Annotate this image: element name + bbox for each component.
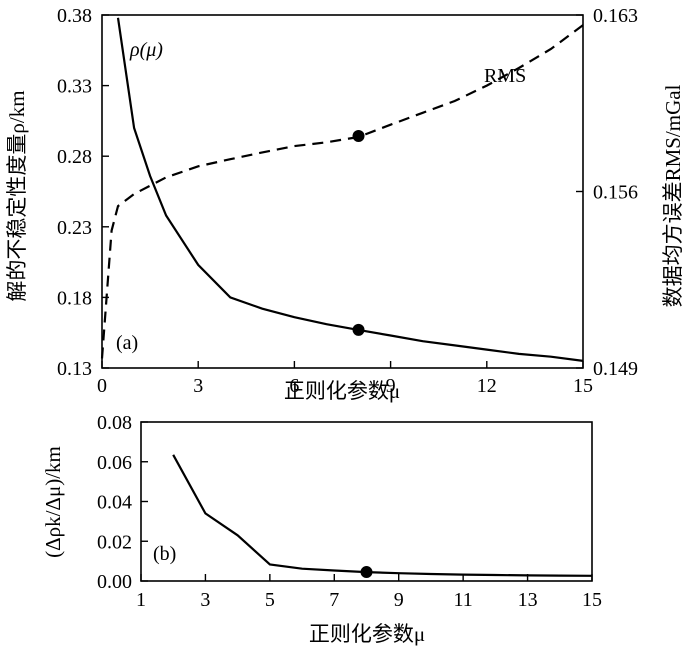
panel-b-y-ticks: 0.00 0.02 0.04 0.06 0.08 <box>97 412 148 593</box>
panel-b-label: (b) <box>153 543 176 565</box>
y-tick-label: 0.13 <box>57 358 92 380</box>
panel-b: 1 3 5 7 9 11 13 15 0.000.020.040.060.08 (b) 正则化… <box>41 412 602 646</box>
x-tick-label: 15 <box>573 375 593 397</box>
y-tick-label: 0.06 <box>97 452 132 474</box>
panel-a-x-ticks: 0 3 6 9 12 15 <box>97 361 593 397</box>
x-tick-label: 15 <box>582 589 602 611</box>
y-tick-label: 0.23 <box>57 217 92 239</box>
panel-a-label: (a) <box>116 332 138 354</box>
y-tick-label: 0.02 <box>97 531 132 553</box>
panel-b-points <box>360 566 373 579</box>
panel-a-y-axis-label: 解的不稳定性度量ρ/km <box>5 90 29 301</box>
right-y-tick-label: 0.163 <box>593 5 638 27</box>
derivative-curve <box>172 454 593 577</box>
right-y-tick-label: 0.149 <box>593 358 638 380</box>
x-tick-label: 12 <box>477 375 497 397</box>
y-tick-label: 0.38 <box>57 5 92 27</box>
rho-curve <box>116 17 584 362</box>
x-tick-label: 5 <box>265 589 275 611</box>
panel-a-lines <box>100 17 584 362</box>
x-tick-label: 1 <box>136 589 146 611</box>
x-tick-label: 9 <box>394 589 404 611</box>
x-tick-label: 3 <box>200 589 210 611</box>
x-tick-label: 3 <box>193 375 203 397</box>
panel-a-points <box>352 130 365 336</box>
rho-marked-point <box>352 323 365 336</box>
x-tick-label: 11 <box>454 589 473 611</box>
y-tick-label: 0.18 <box>57 287 92 309</box>
panel-b-lines <box>172 454 593 577</box>
panel-b-frame <box>140 421 593 582</box>
x-tick-label: 13 <box>518 589 538 611</box>
series-label-rms: RMS <box>484 65 526 87</box>
panel-b-x-axis-label: 正则化参数μ <box>309 622 425 646</box>
x-tick-label: 0 <box>97 375 107 397</box>
panel-a-right-y-ticks: 0.149 0.156 0.163 <box>576 5 638 380</box>
y-tick-label: 0.04 <box>97 492 132 514</box>
x-tick-label: 7 <box>329 589 339 611</box>
rms-marked-point <box>352 130 365 143</box>
series-label-rho: ρ(μ) <box>129 39 163 61</box>
x-tick-label: 9 <box>386 375 396 397</box>
panel-a-x-axis-label: 正则化参数μ <box>284 379 400 403</box>
y-tick-label: 0.00 <box>97 571 132 593</box>
right-y-tick-label: 0.156 <box>593 182 638 204</box>
panel-a: 0 3 6 9 12 15 0.130.180.230.280.330.38 0.1490… <box>5 5 685 403</box>
derivative-marked-point <box>360 566 373 579</box>
rms-curve <box>100 24 584 359</box>
y-tick-label: 0.28 <box>57 146 92 168</box>
panel-a-right-y-axis-label: 数据均方误差RMS/mGal <box>661 84 685 307</box>
x-tick-label: 6 <box>289 375 299 397</box>
panel-b-x-ticks: 1 3 5 7 9 11 13 15 <box>136 574 602 611</box>
y-tick-label: 0.08 <box>97 412 132 434</box>
panel-a-y-ticks: 0.13 0.18 0.23 0.28 0.33 0.38 <box>57 5 109 380</box>
y-tick-label: 0.33 <box>57 76 92 98</box>
panel-b-y-axis-label: (Δρk/Δμ)/km <box>41 446 65 558</box>
